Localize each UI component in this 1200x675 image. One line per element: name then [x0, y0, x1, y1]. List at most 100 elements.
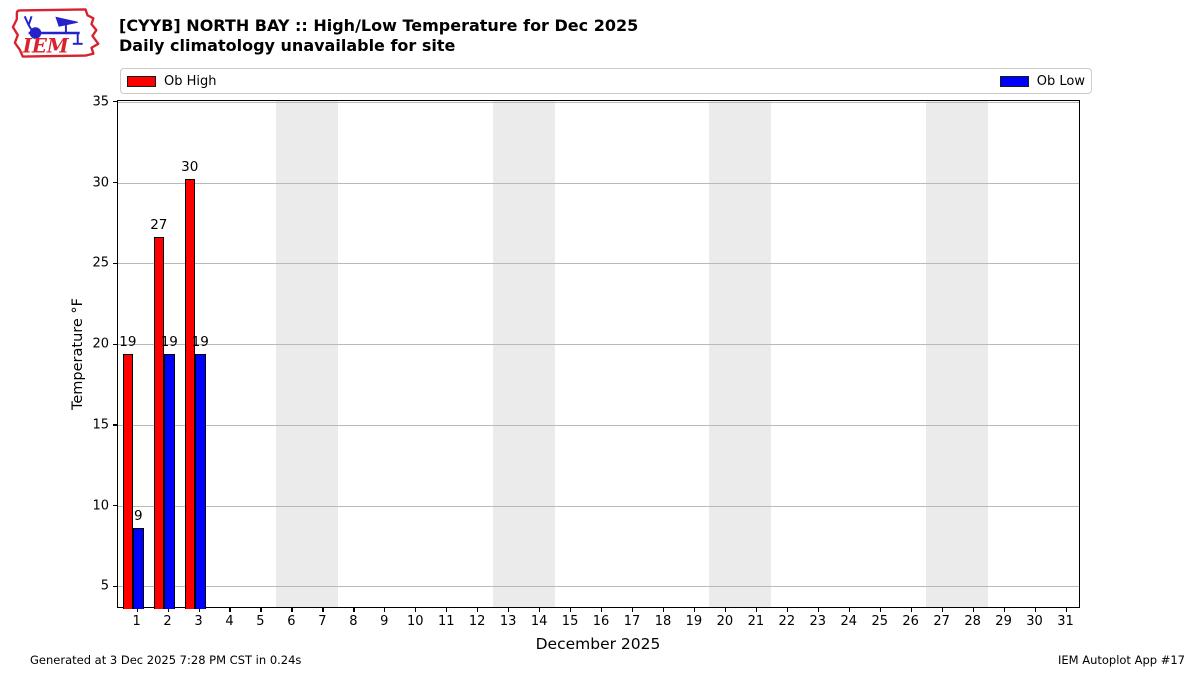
x-tick-mark: [817, 607, 819, 612]
x-tick-mark: [291, 607, 293, 612]
x-tick-mark: [879, 607, 881, 612]
x-tick-label: 8: [349, 614, 358, 629]
x-tick-label: 11: [437, 614, 455, 629]
bar-value-label: 9: [134, 508, 143, 525]
chart-title-block: [CYYB] NORTH BAY :: High/Low Temperature…: [119, 16, 638, 56]
x-tick-label: 2: [163, 614, 172, 629]
bar-ob-low-day-2: [164, 353, 175, 609]
footer-app-text: IEM Autoplot App #17: [1057, 653, 1185, 667]
y-tick-mark: [113, 182, 118, 184]
bar-ob-low-day-3: [195, 353, 206, 609]
x-tick-label: 31: [1057, 614, 1074, 629]
iem-logo: IEM: [8, 3, 116, 65]
x-tick-mark: [786, 607, 789, 612]
y-tick-label: 10: [92, 498, 109, 514]
x-tick-label: 1: [132, 614, 141, 629]
bar-value-label: 27: [150, 217, 168, 234]
weekend-shading-band: [492, 101, 555, 607]
bar-ob-high-day-1: [122, 353, 134, 609]
weekend-shading-band: [275, 101, 338, 607]
bar-ob-high-day-2: [153, 237, 165, 609]
x-tick-mark: [322, 607, 324, 612]
x-tick-label: 14: [530, 614, 548, 629]
y-tick-label: 20: [92, 336, 109, 352]
y-tick-mark: [113, 101, 118, 103]
x-tick-mark: [1065, 607, 1067, 612]
x-tick-label: 20: [716, 614, 734, 629]
y-axis-title: Temperature °F: [70, 297, 86, 411]
x-tick-label: 13: [499, 614, 517, 629]
x-tick-label: 7: [318, 614, 327, 629]
x-tick-mark: [167, 607, 169, 612]
x-tick-label: 25: [871, 614, 888, 629]
x-tick-mark: [972, 607, 974, 612]
x-axis-title: December 2025: [535, 635, 661, 653]
y-tick-label: 35: [92, 94, 109, 110]
x-tick-mark: [198, 607, 200, 612]
x-tick-label: 22: [778, 614, 796, 629]
x-tick-label: 4: [225, 614, 234, 629]
bar-value-label: 30: [181, 159, 199, 176]
x-tick-label: 30: [1026, 614, 1043, 629]
x-tick-mark: [229, 607, 231, 612]
y-gridline: [118, 182, 1079, 184]
x-tick-mark: [693, 607, 696, 612]
legend: Ob High Ob Low: [120, 68, 1092, 94]
x-tick-label: 29: [995, 614, 1012, 629]
y-gridline: [118, 424, 1079, 426]
x-tick-label: 28: [964, 614, 981, 629]
x-tick-label: 12: [468, 614, 486, 629]
x-tick-mark: [848, 607, 850, 612]
y-tick-mark: [113, 343, 118, 345]
chart-subtitle: Daily climatology unavailable for site: [119, 36, 456, 55]
x-tick-mark: [1003, 607, 1005, 612]
x-tick-label: 3: [194, 614, 203, 629]
weekend-shading-band: [709, 101, 772, 607]
y-gridline: [118, 505, 1079, 507]
weather-vane-icon: [23, 15, 83, 45]
x-tick-mark: [755, 607, 758, 612]
y-tick-label: 15: [92, 417, 109, 433]
x-tick-label: 10: [406, 614, 424, 629]
x-tick-mark: [260, 607, 262, 612]
x-tick-label: 27: [933, 614, 950, 629]
x-tick-label: 6: [287, 614, 296, 629]
x-tick-mark: [724, 607, 727, 612]
x-tick-label: 21: [747, 614, 765, 629]
footer-generated-text: Generated at 3 Dec 2025 7:28 PM CST in 0…: [30, 653, 302, 667]
bar-ob-high-day-3: [184, 179, 195, 609]
bar-value-label: 19: [191, 333, 209, 350]
x-tick-label: 19: [685, 614, 703, 629]
x-tick-mark: [910, 607, 912, 612]
legend-item-ob-low: Ob Low: [999, 73, 1085, 89]
iem-logo-text: IEM: [22, 35, 70, 58]
x-tick-mark: [353, 607, 355, 612]
x-tick-mark: [384, 607, 386, 612]
x-tick-label: 9: [380, 614, 389, 629]
x-tick-label: 5: [256, 614, 265, 629]
x-tick-mark: [601, 607, 603, 612]
plot-area: 5 10 15 20 25 30 35 1 2 3 4 5 6 7 8 9 10 11 12 13 14 15 16 17 18…: [92, 94, 1080, 629]
weekend-shading-band: [926, 101, 989, 607]
x-tick-label: 16: [592, 614, 610, 629]
legend-label-ob-low: Ob Low: [1036, 73, 1085, 89]
bar-ob-low-day-1: [133, 528, 144, 609]
chart-title: [CYYB] NORTH BAY :: High/Low Temperature…: [119, 16, 639, 35]
x-tick-mark: [632, 607, 634, 612]
bar-value-label: 19: [160, 333, 178, 350]
y-tick-label: 5: [100, 578, 109, 594]
y-gridline: [118, 101, 1079, 103]
x-tick-label: 15: [561, 614, 579, 629]
x-tick-mark: [508, 607, 510, 612]
legend-label-ob-high: Ob High: [164, 73, 217, 89]
x-tick-mark: [539, 607, 541, 612]
y-gridline: [118, 344, 1079, 346]
y-tick-mark: [113, 262, 118, 265]
legend-swatch-low: [999, 75, 1029, 87]
y-gridline: [118, 586, 1079, 588]
x-tick-label: 18: [654, 614, 672, 629]
x-tick-mark: [941, 607, 943, 612]
x-tick-mark: [570, 607, 572, 612]
y-tick-label: 30: [92, 175, 109, 191]
